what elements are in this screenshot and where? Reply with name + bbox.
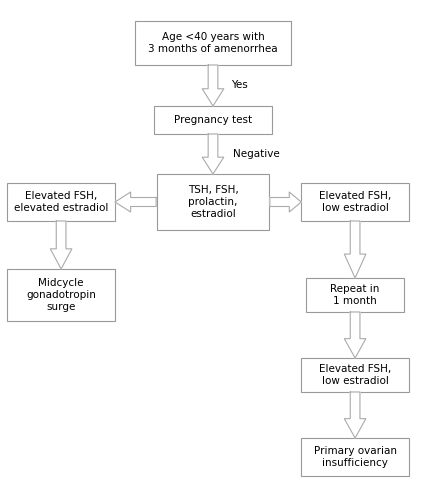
Bar (306, 278, 404, 312)
Bar (135, 21, 291, 65)
Text: Age <40 years with
3 months of amenorrhea: Age <40 years with 3 months of amenorrhe… (148, 32, 278, 54)
Text: Midcycle
gonadotropin
surge: Midcycle gonadotropin surge (26, 278, 96, 312)
Polygon shape (344, 312, 366, 358)
Bar (7, 183, 115, 221)
Bar (157, 174, 269, 230)
Polygon shape (202, 134, 224, 174)
Text: TSH, FSH,
prolactin,
estradiol: TSH, FSH, prolactin, estradiol (187, 186, 239, 218)
Text: Elevated FSH,
low estradiol: Elevated FSH, low estradiol (319, 191, 391, 213)
Bar (301, 438, 409, 476)
Polygon shape (270, 192, 301, 212)
Text: Elevated FSH,
elevated estradiol: Elevated FSH, elevated estradiol (14, 191, 108, 213)
Text: Elevated FSH,
low estradiol: Elevated FSH, low estradiol (319, 364, 391, 386)
Bar (7, 269, 115, 321)
Polygon shape (202, 65, 224, 106)
Polygon shape (50, 221, 72, 269)
Bar (301, 183, 409, 221)
Text: Yes: Yes (230, 80, 248, 90)
Text: Primary ovarian
insufficiency: Primary ovarian insufficiency (314, 446, 397, 468)
Polygon shape (344, 221, 366, 278)
Text: Pregnancy test: Pregnancy test (174, 115, 252, 125)
Polygon shape (115, 192, 156, 212)
Text: Negative: Negative (233, 149, 279, 159)
Polygon shape (344, 392, 366, 438)
Text: Repeat in
1 month: Repeat in 1 month (331, 284, 380, 306)
Bar (154, 106, 272, 134)
Bar (301, 358, 409, 392)
